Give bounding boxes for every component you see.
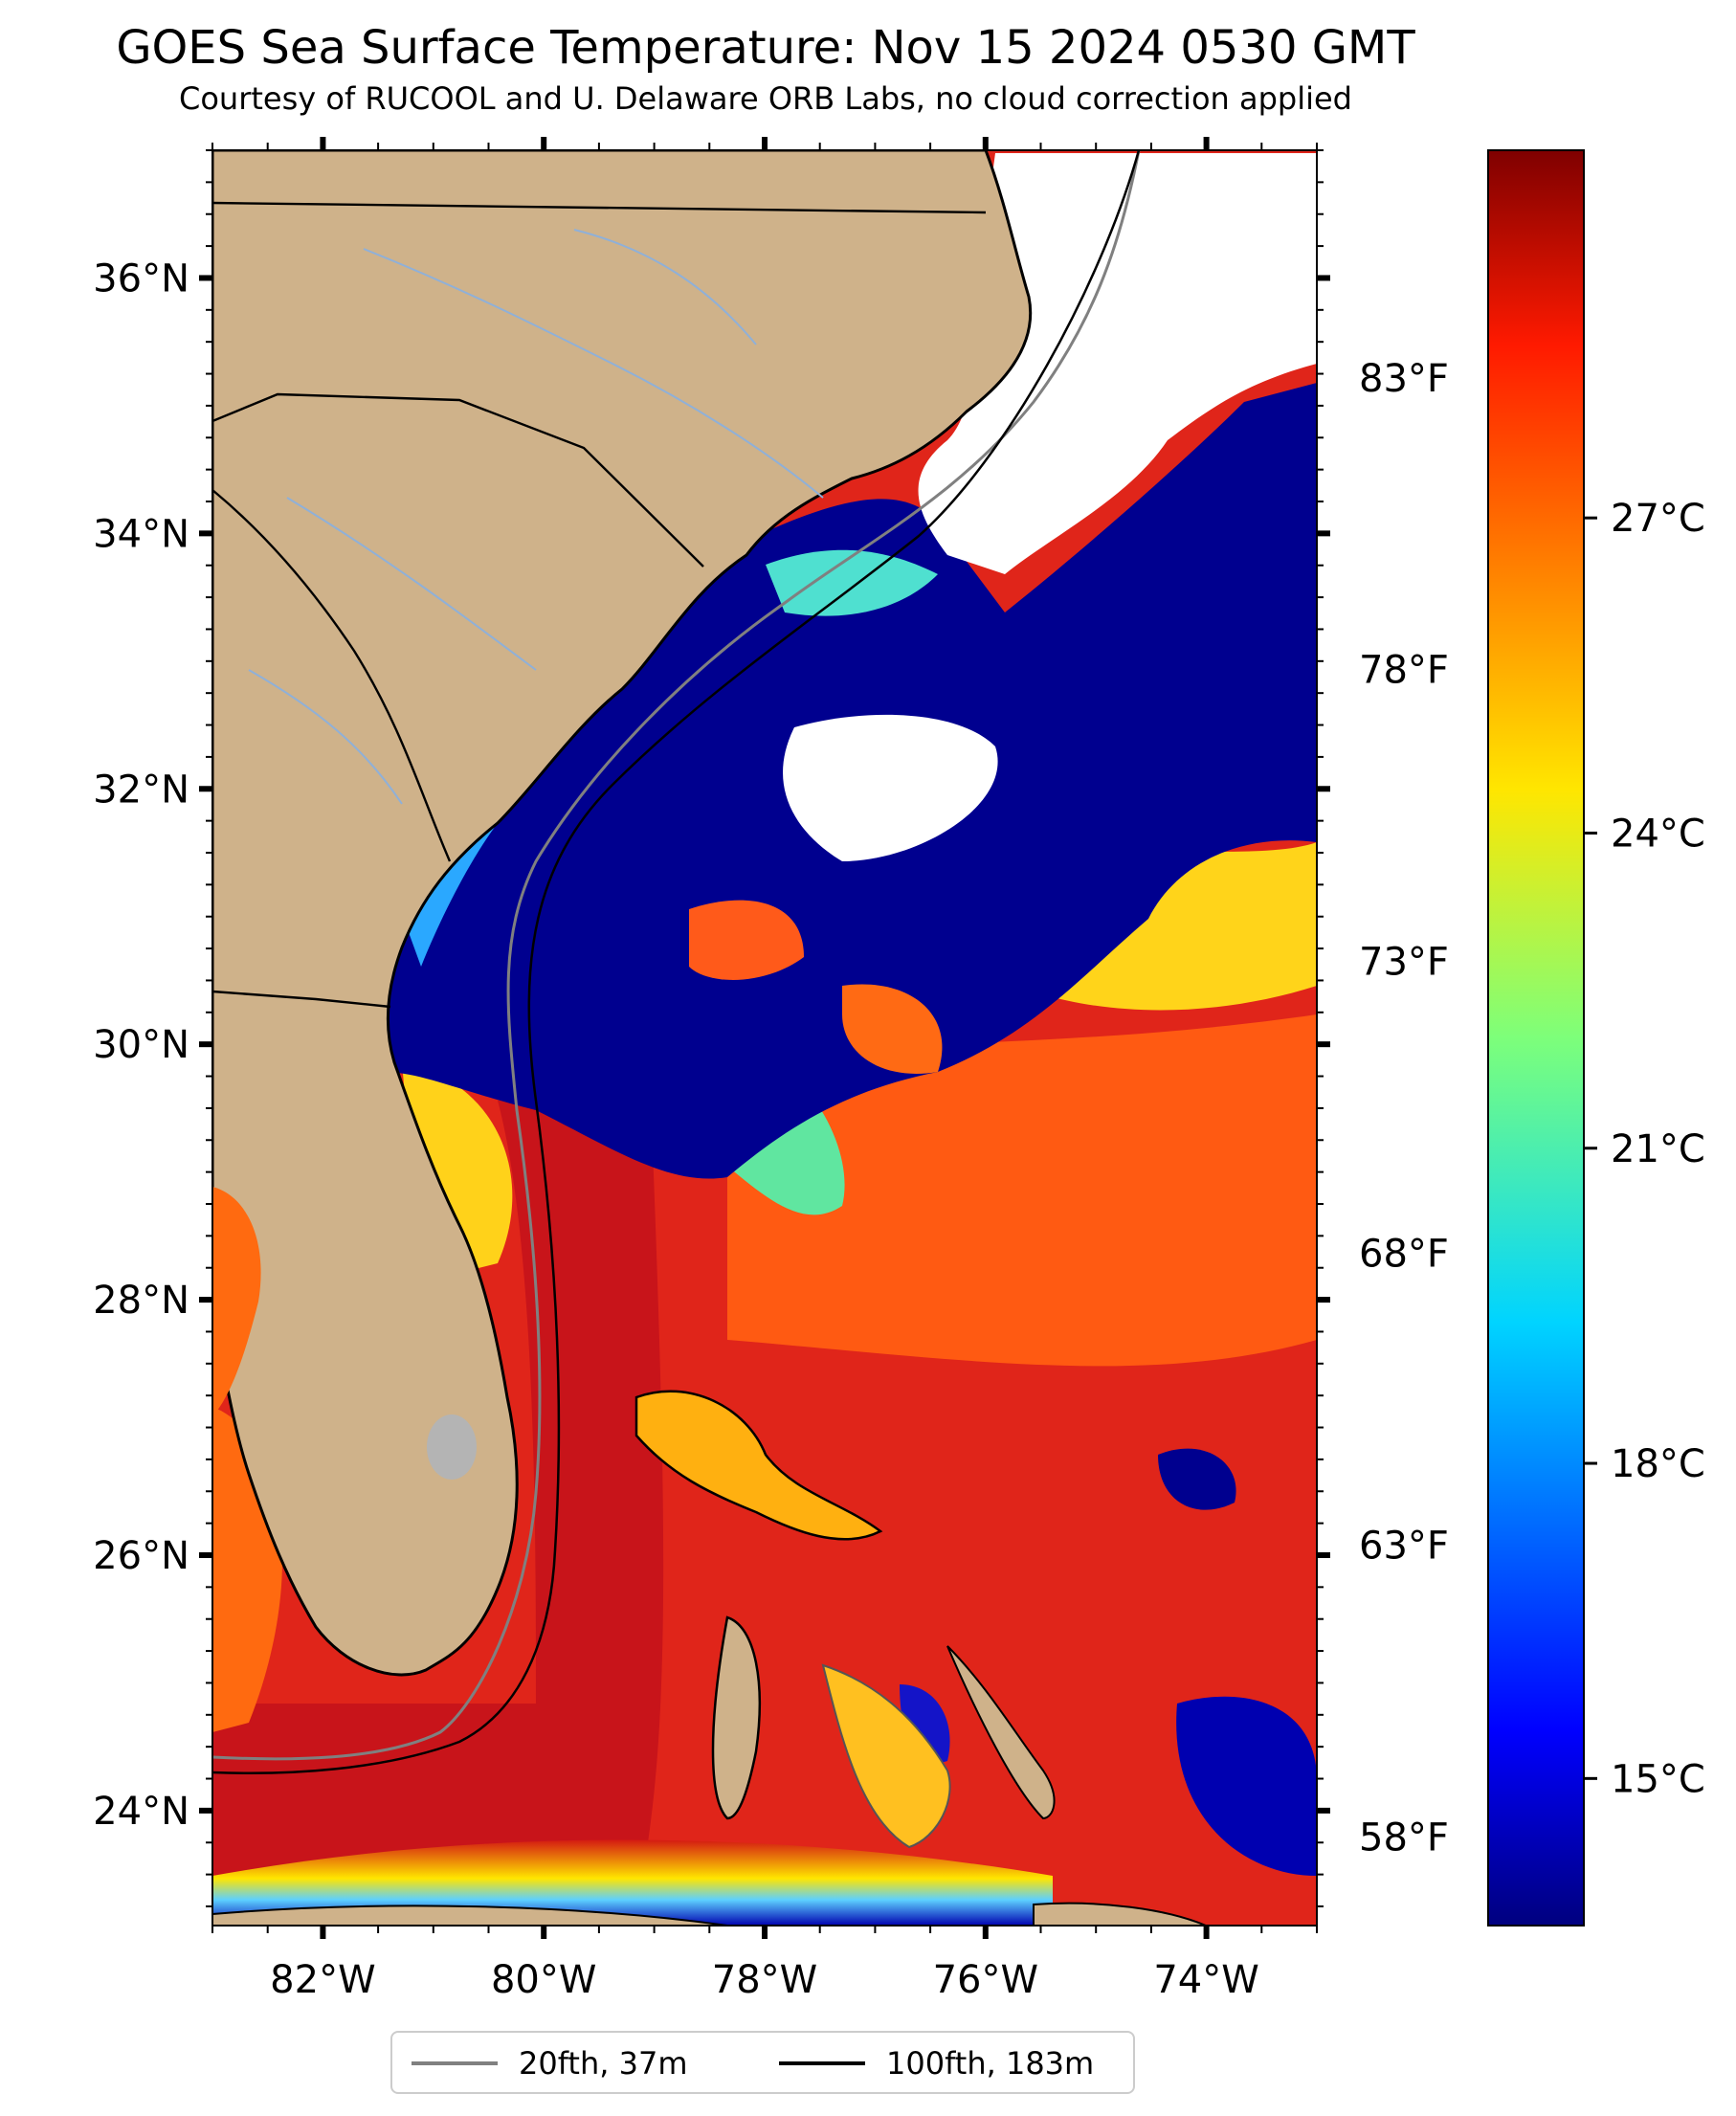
lat-tick-label: 34°N bbox=[93, 512, 189, 556]
map-subtitle: Courtesy of RUCOOL and U. Delaware ORB L… bbox=[179, 80, 1352, 117]
cold-eddy-1 bbox=[1158, 1448, 1236, 1510]
lat-tick-label: 32°N bbox=[93, 768, 189, 812]
fahrenheit-tick-label: 63°F bbox=[1359, 1524, 1449, 1568]
celsius-tick-label: 24°C bbox=[1611, 812, 1705, 856]
legend-entry-100fth: 100fth, 183m bbox=[779, 2044, 1094, 2083]
legend-label-100fth: 100fth, 183m bbox=[886, 2045, 1095, 2082]
legend-entry-20fth: 20fth, 37m bbox=[412, 2044, 687, 2083]
celsius-tick-label: 21°C bbox=[1611, 1127, 1705, 1171]
contour-legend: 20fth, 37m 100fth, 183m bbox=[390, 2031, 1135, 2094]
colorbar bbox=[1487, 149, 1585, 1927]
cold-eddy-2 bbox=[1176, 1696, 1317, 1876]
lake-okeechobee bbox=[427, 1414, 477, 1480]
state-borders bbox=[212, 201, 987, 1009]
fahrenheit-tick-label: 83°F bbox=[1359, 357, 1449, 401]
lon-tick-label: 78°W bbox=[712, 1958, 817, 2002]
carolina-shelf-band bbox=[766, 549, 938, 616]
celsius-tick-label: 18°C bbox=[1611, 1442, 1705, 1486]
lon-tick-label: 76°W bbox=[933, 1958, 1038, 2002]
colorbar-ticks: 15°C 18°C 21°C 24°C 27°C bbox=[1584, 497, 1705, 1801]
lat-tick-label: 30°N bbox=[93, 1023, 189, 1067]
map-panel bbox=[212, 150, 1317, 1926]
orange-water-patch bbox=[727, 1014, 1317, 1367]
gulf-coast-water bbox=[212, 1187, 261, 1416]
fahrenheit-tick-label: 68°F bbox=[1359, 1233, 1449, 1277]
warm-eddy-2 bbox=[842, 984, 943, 1074]
celsius-tick-label: 27°C bbox=[1611, 497, 1705, 541]
map-title: GOES Sea Surface Temperature: Nov 15 202… bbox=[116, 21, 1415, 75]
fahrenheit-tick-label: 73°F bbox=[1359, 941, 1449, 985]
legend-label-20fth: 20fth, 37m bbox=[519, 2045, 688, 2082]
axis-ticks: 82°W 80°W 78°W 76°W 74°W 24°N 26°N 28°N 30°N 32°N… bbox=[93, 137, 1449, 2002]
andros-island bbox=[711, 1615, 761, 1820]
lon-tick-label: 74°W bbox=[1153, 1958, 1258, 2002]
florida-straits-front bbox=[212, 1839, 1053, 1926]
great-bahama-bank bbox=[821, 1663, 951, 1849]
rivers bbox=[248, 229, 824, 805]
lat-tick-label: 24°N bbox=[93, 1790, 189, 1834]
contour-100-fathom bbox=[212, 150, 1141, 1774]
cuba-land bbox=[212, 1904, 728, 1926]
lat-tick-label: 28°N bbox=[93, 1279, 189, 1323]
legend-line-black bbox=[779, 2061, 865, 2065]
southeast-us-land bbox=[212, 150, 1033, 1677]
little-bahama-bank bbox=[634, 1390, 883, 1541]
cloud-region-central bbox=[783, 714, 998, 861]
lon-tick-label: 82°W bbox=[270, 1958, 375, 2002]
lat-tick-label: 26°N bbox=[93, 1534, 189, 1578]
celsius-tick-label: 15°C bbox=[1611, 1757, 1705, 1801]
fahrenheit-tick-label: 58°F bbox=[1359, 1815, 1449, 1860]
lat-tick-label: 36°N bbox=[93, 256, 189, 301]
fahrenheit-tick-label: 78°F bbox=[1359, 649, 1449, 693]
eleuthera-island bbox=[946, 1645, 1056, 1820]
gulf-stream-core bbox=[212, 1101, 664, 1926]
lon-tick-label: 80°W bbox=[491, 1958, 596, 2002]
legend-line-gray bbox=[412, 2061, 498, 2065]
warm-eddy-1 bbox=[689, 900, 804, 980]
